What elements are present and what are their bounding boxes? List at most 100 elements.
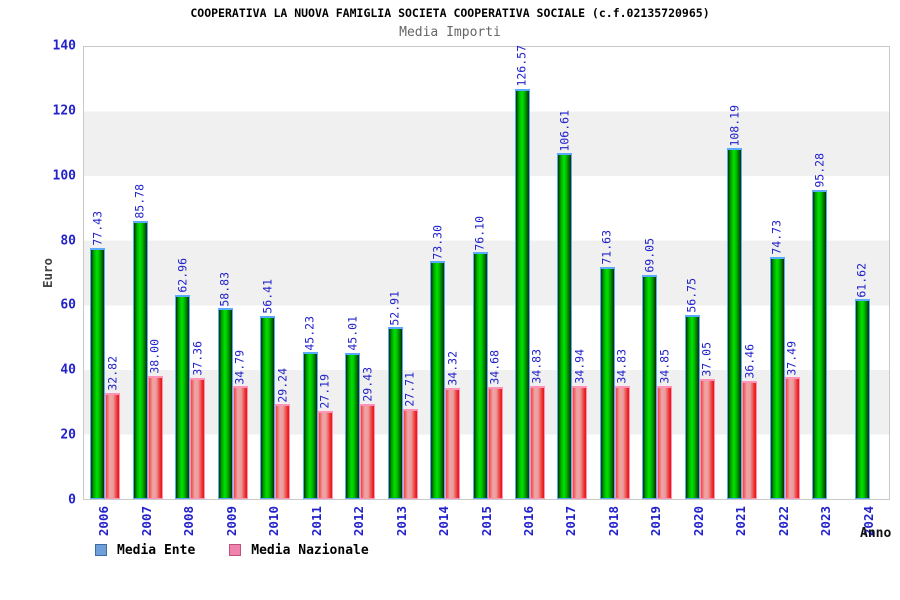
bar-value-label: 27.19: [317, 374, 332, 409]
y-tick-120: 120: [52, 103, 76, 119]
x-tick-2012: 2012: [350, 506, 366, 537]
bar-media-nazionale-2011: 27.19: [317, 374, 333, 499]
bar-value-label: 27.71: [402, 372, 417, 408]
chart-title: COOPERATIVA LA NUOVA FAMIGLIA SOCIETA CO…: [190, 6, 710, 20]
bar-value-label: 29.43: [359, 366, 374, 402]
bar-value-label: 62.96: [174, 258, 189, 293]
x-tick-2017: 2017: [563, 506, 579, 537]
bar-value-label: 29.24: [274, 367, 289, 403]
x-tick-2019: 2019: [648, 506, 664, 537]
legend-swatch-media-ente: [95, 544, 107, 556]
bars-container: 77.43 32.82 85.78 38.00 62.96 37.36 58.83 34.79…: [84, 45, 889, 499]
bar-media-ente-2020: 56.75: [685, 278, 700, 499]
bar-value-label: 37.49: [784, 340, 799, 376]
legend-swatch-media-nazionale: [229, 544, 242, 556]
bar-value-label: 108.19: [727, 104, 742, 147]
bar-value-label: 126.57: [514, 45, 529, 87]
bar-value-label: 36.46: [742, 344, 757, 379]
chart-subtitle: Media Importi: [399, 25, 501, 40]
bar-value-label: 37.05: [699, 342, 714, 377]
bar-media-nazionale-2007: 38.00: [147, 339, 163, 499]
bar-media-nazionale-2008: 37.36: [190, 341, 206, 499]
bar-media-nazionale-2016: 34.83: [530, 349, 545, 499]
bar-media-nazionale-2014: 34.32: [445, 351, 461, 499]
bar-media-ente-2015: 76.10: [472, 216, 488, 499]
x-tick-2006: 2006: [95, 506, 111, 537]
bar-value-label: 58.83: [217, 271, 232, 307]
legend-label-media-ente: Media Ente: [117, 542, 196, 558]
bar-value-label: 85.78: [132, 184, 147, 219]
bar-media-ente-2017: 106.61: [557, 110, 573, 499]
bar-value-label: 95.28: [812, 153, 827, 188]
bar-media-ente-2016: 126.57: [515, 45, 530, 499]
x-tick-2023: 2023: [818, 506, 834, 537]
x-tick-2020: 2020: [690, 506, 706, 537]
bar-media-ente-2024: 61.62: [855, 263, 870, 499]
x-axis-label: Anno: [860, 526, 892, 541]
bar-media-nazionale-2010: 29.24: [275, 368, 291, 499]
x-tick-2007: 2007: [138, 506, 154, 537]
bar-media-ente-2012: 45.01: [345, 316, 361, 499]
bar-value-label: 45.23: [302, 315, 317, 351]
bar-media-nazionale-2017: 34.94: [572, 349, 588, 499]
bar-media-ente-2018: 71.63: [600, 230, 615, 499]
legend-label-media-nazionale: Media Nazionale: [251, 542, 369, 558]
y-axis-label: Euro: [40, 257, 55, 289]
bar-value-label: 76.10: [472, 215, 487, 251]
bar-value-label: 56.41: [259, 279, 274, 315]
bar-media-ente-2007: 85.78: [132, 184, 148, 499]
y-tick-80: 80: [60, 233, 76, 249]
bar-media-nazionale-2019: 34.85: [657, 349, 673, 499]
bar-value-label: 34.68: [487, 349, 502, 385]
x-tick-2011: 2011: [308, 506, 324, 537]
y-tick-0: 0: [68, 492, 76, 508]
bar-value-label: 34.32: [444, 351, 459, 386]
x-tick-2009: 2009: [223, 506, 239, 537]
x-tick-2013: 2013: [393, 506, 409, 537]
bar-media-nazionale-2022: 37.49: [785, 341, 800, 499]
bar-value-label: 37.36: [189, 341, 204, 376]
x-tick-2022: 2022: [775, 506, 791, 537]
y-tick-140: 140: [52, 38, 76, 54]
y-tick-100: 100: [52, 168, 76, 184]
bar-value-label: 77.43: [89, 211, 104, 246]
bar-media-ente-2023: 95.28: [812, 153, 828, 499]
plot-area: 77.43 32.82 85.78 38.00 62.96 37.36 58.83 34.79…: [83, 45, 890, 500]
bar-value-label: 71.63: [599, 230, 614, 265]
legend: Media Ente Media Nazionale: [95, 542, 369, 558]
bar-value-label: 61.62: [854, 262, 869, 298]
bar-media-nazionale-2012: 29.43: [360, 367, 376, 499]
bar-media-nazionale-2021: 36.46: [742, 344, 758, 499]
y-tick-40: 40: [60, 362, 76, 378]
bar-media-nazionale-2006: 32.82: [105, 356, 121, 499]
bar-value-label: 73.30: [429, 224, 444, 260]
bar-value-label: 34.85: [657, 349, 672, 384]
bar-media-ente-2009: 58.83: [217, 272, 233, 499]
bar-media-nazionale-2018: 34.83: [615, 349, 630, 499]
bar-value-label: 32.82: [104, 355, 119, 391]
x-tick-2015: 2015: [478, 506, 494, 537]
bar-media-nazionale-2020: 37.05: [700, 342, 715, 499]
bar-media-nazionale-2015: 34.68: [487, 350, 503, 499]
bar-value-label: 74.73: [769, 220, 784, 255]
bar-media-ente-2014: 73.30: [430, 225, 446, 499]
bar-value-label: 38.00: [147, 339, 162, 374]
bar-value-label: 34.94: [572, 349, 587, 384]
bar-value-label: 56.75: [684, 278, 699, 313]
bar-value-label: 34.83: [614, 349, 629, 385]
bar-value-label: 52.91: [387, 290, 402, 326]
x-tick-2016: 2016: [520, 506, 536, 537]
bar-media-nazionale-2009: 34.79: [232, 350, 248, 499]
bar-value-label: 69.05: [642, 238, 657, 274]
bar-value-label: 34.83: [529, 349, 544, 385]
x-tick-2008: 2008: [180, 506, 196, 537]
y-tick-20: 20: [60, 427, 76, 443]
x-tick-2018: 2018: [605, 506, 621, 537]
bar-media-ente-2011: 45.23: [302, 316, 318, 499]
bar-media-ente-2008: 62.96: [175, 258, 191, 499]
x-tick-2010: 2010: [265, 506, 281, 537]
bar-media-ente-2019: 69.05: [642, 238, 658, 499]
bar-media-nazionale-2013: 27.71: [402, 372, 418, 499]
bar-value-label: 106.61: [557, 109, 572, 152]
